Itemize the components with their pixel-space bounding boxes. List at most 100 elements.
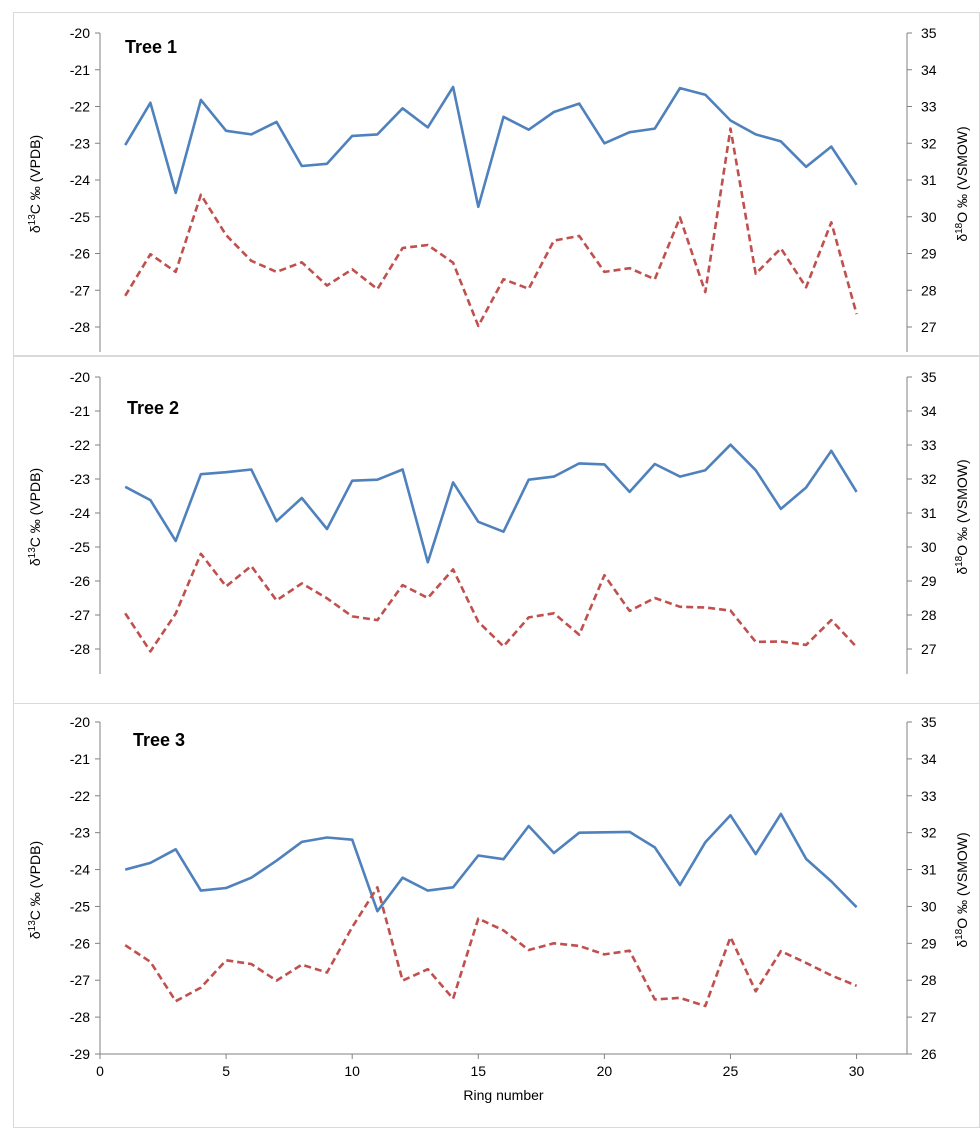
panel-tree-3-right-axis-title: δ18O ‰ (VSMOW) [954, 832, 971, 947]
panel-tree-3-left-tick-label: -29 [70, 1046, 90, 1062]
panel-tree-3-right-tick-label: 33 [921, 788, 937, 804]
panel-tree-2-d18O-point [502, 645, 504, 647]
panel-tree-3-right-tick-label: 35 [921, 714, 937, 730]
x-tick-label: 25 [723, 1063, 739, 1079]
panel-tree-3-d18O-point [275, 979, 277, 981]
panel-tree-1-left-tick-label: -27 [70, 282, 90, 298]
panel-tree-3-d18O-point [351, 926, 353, 928]
panel-tree-2-d13C-point [225, 471, 227, 473]
panel-tree-2-d18O-point [603, 574, 605, 576]
panel-tree-2-d13C-point [124, 486, 126, 488]
panel-tree-3-d18O-point [805, 962, 807, 964]
panel-tree-1-d13C-point [301, 165, 303, 167]
panel-tree-1: -20 -21 -22 -23 -24 -25 -26 -27 -28 35 34 33 32 31 30 2… [27, 25, 970, 352]
panel-tree-1-d18O-point [225, 234, 227, 236]
panel-tree-3-left-tick-label: -25 [70, 898, 90, 914]
panel-tree-2-d13C-point [200, 473, 202, 475]
panel-tree-2-d18O-point [578, 634, 580, 636]
panel-tree-1-d18O-point [830, 221, 832, 223]
panel-tree-3-d18O-point [326, 971, 328, 973]
panel-tree-2-right-tick-label: 34 [921, 403, 937, 419]
panel-tree-2-right-axis-title: δ18O ‰ (VSMOW) [954, 459, 971, 574]
panel-tree-3-d18O-point [528, 949, 530, 951]
panel-tree-1-d18O-point [427, 244, 429, 246]
panel-tree-3-d18O-point [628, 950, 630, 952]
panel-tree-1-left-tick-label: -22 [70, 99, 90, 115]
panel-tree-2-d13C-point [553, 475, 555, 477]
panel-tree-1-left-tick-label: -28 [70, 319, 90, 335]
panel-tree-2-d18O-point [250, 565, 252, 567]
panel-tree-3-right-tick-label: 32 [921, 825, 937, 841]
panel-tree-2-d13C-point [401, 468, 403, 470]
panel-tree-1-d18O-line [124, 127, 858, 328]
panel-tree-1-d18O-point [805, 286, 807, 288]
panel-tree-3-d13C-point [124, 868, 126, 870]
panel-tree-3-d18O-point [780, 950, 782, 952]
panel-tree-2-d13C-point [578, 462, 580, 464]
panel-tree-3-right-tick-label: 28 [921, 972, 937, 988]
panel-tree-3-frame [13, 703, 980, 1128]
panel-tree-2-d18O-point [225, 585, 227, 587]
panel-tree-2-d18O-point [855, 646, 857, 648]
panel-tree-1-d18O-point [275, 271, 277, 273]
panel-tree-2-d13C-point [376, 479, 378, 481]
panel-tree-1-d18O-point [855, 313, 857, 315]
panel-tree-1-d13C-point [275, 121, 277, 123]
panel-tree-1-d13C-point [124, 144, 126, 146]
panel-tree-2-d18O-point [401, 584, 403, 586]
panel-tree-2-d18O-point [553, 612, 555, 614]
panel-tree-2-left-tick-label: -22 [70, 437, 90, 453]
panel-tree-1-d18O-point [502, 278, 504, 280]
panel-tree-1-d18O-point [780, 247, 782, 249]
panel-tree-2-left-tick-label: -27 [70, 607, 90, 623]
panel-tree-1-frame [13, 12, 980, 356]
panel-tree-1-title: Tree 1 [125, 37, 177, 57]
panel-tree-1-d18O-point [578, 235, 580, 237]
panel-tree-2-d18O-point [149, 650, 151, 652]
panel-tree-1-d18O-point [376, 288, 378, 290]
panel-tree-1-left-tick-label: -26 [70, 246, 90, 262]
panel-tree-3-d13C-point [175, 848, 177, 850]
panel-tree-1-d18O-point [477, 325, 479, 327]
panel-tree-2-d13C-line [124, 443, 858, 564]
panel-tree-2-right-tick-label: 35 [921, 369, 937, 385]
panel-tree-3-d13C-point [654, 846, 656, 848]
panel-tree-1-d18O-point [704, 291, 706, 293]
panel-tree-2-d18O-point [704, 606, 706, 608]
panel-tree-2-d18O-point [805, 644, 807, 646]
panel-tree-3-d18O-point [175, 1000, 177, 1002]
panel-tree-1-d13C-point [578, 102, 580, 104]
panel-tree-2-d18O-point [124, 612, 126, 614]
panel-tree-2-d13C-point [502, 531, 504, 533]
panel-tree-3-d13C-line [124, 812, 858, 913]
panel-tree-3-d18O-point [830, 974, 832, 976]
panel-tree-3-d18O-point [603, 953, 605, 955]
panel-tree-1-d13C-point [149, 102, 151, 104]
panel-tree-3-left-tick-label: -28 [70, 1009, 90, 1025]
panel-tree-3-d13C-point [376, 910, 378, 912]
panel-tree-1-d13C-point [326, 163, 328, 165]
panel-tree-2-d18O-point [427, 597, 429, 599]
panel-tree-3-d18O-line [124, 885, 858, 1008]
panel-tree-2-d13C-point [275, 520, 277, 522]
panel-tree-2-right-tick-label: 32 [921, 471, 937, 487]
panel-tree-1-right-tick-label: 31 [921, 172, 937, 188]
panel-tree-1-d18O-point [149, 253, 151, 255]
panel-tree-2-right-tick-label: 28 [921, 607, 937, 623]
panel-tree-1-d18O-point [301, 261, 303, 263]
panel-tree-2-d13C-point [654, 463, 656, 465]
panel-tree-2-d13C-point [301, 497, 303, 499]
x-tick-label: 10 [344, 1063, 360, 1079]
panel-tree-1-right-tick-label: 30 [921, 209, 937, 225]
panel-tree-1-d18O-point [200, 194, 202, 196]
panel-tree-1-right-tick-label: 34 [921, 62, 937, 78]
panel-tree-2-d18O-point [830, 619, 832, 621]
panel-tree-1-right-tick-label: 28 [921, 282, 937, 298]
panel-tree-3-d18O-point [502, 929, 504, 931]
panel-tree-2-d18O-point [175, 612, 177, 614]
panel-tree-3-d13C-point [729, 814, 731, 816]
panel-tree-1-d13C-point [755, 133, 757, 135]
panel-tree-2-d18O-point [528, 616, 530, 618]
x-tick-label: 30 [849, 1063, 865, 1079]
panel-tree-3-d13C-point [351, 839, 353, 841]
